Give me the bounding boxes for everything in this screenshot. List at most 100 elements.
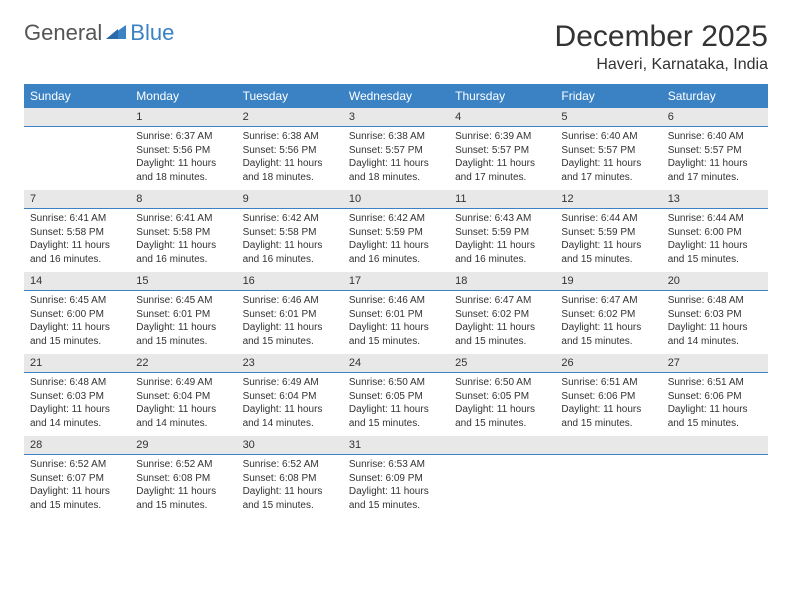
sunrise-text: Sunrise: 6:39 AM (455, 130, 549, 144)
daylight-text: Daylight: 11 hours and 15 minutes. (30, 321, 124, 348)
daylight-text: Daylight: 11 hours and 15 minutes. (349, 485, 443, 512)
date-cell: 14 (24, 272, 130, 291)
sunset-text: Sunset: 6:05 PM (455, 390, 549, 404)
sunset-text: Sunset: 6:01 PM (349, 308, 443, 322)
day-cell: Sunrise: 6:50 AMSunset: 6:05 PMDaylight:… (449, 373, 555, 437)
daylight-text: Daylight: 11 hours and 15 minutes. (668, 403, 762, 430)
weekday-header: Tuesday (237, 84, 343, 108)
day-cell: Sunrise: 6:46 AMSunset: 6:01 PMDaylight:… (237, 291, 343, 355)
sunset-text: Sunset: 6:02 PM (455, 308, 549, 322)
sunset-text: Sunset: 6:07 PM (30, 472, 124, 486)
weekday-header: Sunday (24, 84, 130, 108)
daylight-text: Daylight: 11 hours and 15 minutes. (349, 321, 443, 348)
date-cell: 4 (449, 108, 555, 127)
daylight-text: Daylight: 11 hours and 16 minutes. (455, 239, 549, 266)
sunrise-text: Sunrise: 6:44 AM (668, 212, 762, 226)
daylight-text: Daylight: 11 hours and 18 minutes. (136, 157, 230, 184)
sunset-text: Sunset: 5:59 PM (561, 226, 655, 240)
day-cell: Sunrise: 6:37 AMSunset: 5:56 PMDaylight:… (130, 127, 236, 191)
date-cell: 7 (24, 190, 130, 209)
date-cell (662, 436, 768, 455)
daylight-text: Daylight: 11 hours and 16 minutes. (136, 239, 230, 266)
weekday-header: Thursday (449, 84, 555, 108)
date-row: 28 29 30 31 (24, 436, 768, 455)
sunset-text: Sunset: 6:09 PM (349, 472, 443, 486)
sunset-text: Sunset: 6:00 PM (30, 308, 124, 322)
day-cell: Sunrise: 6:53 AMSunset: 6:09 PMDaylight:… (343, 455, 449, 519)
date-cell: 2 (237, 108, 343, 127)
daylight-text: Daylight: 11 hours and 17 minutes. (561, 157, 655, 184)
sunrise-text: Sunrise: 6:47 AM (455, 294, 549, 308)
sunrise-text: Sunrise: 6:40 AM (561, 130, 655, 144)
sunrise-text: Sunrise: 6:40 AM (668, 130, 762, 144)
daylight-text: Daylight: 11 hours and 15 minutes. (136, 485, 230, 512)
day-cell: Sunrise: 6:52 AMSunset: 6:08 PMDaylight:… (130, 455, 236, 519)
sunset-text: Sunset: 5:59 PM (349, 226, 443, 240)
location-text: Haveri, Karnataka, India (555, 56, 768, 74)
sunset-text: Sunset: 6:03 PM (668, 308, 762, 322)
date-cell: 26 (555, 354, 661, 373)
sunrise-text: Sunrise: 6:44 AM (561, 212, 655, 226)
sunrise-text: Sunrise: 6:52 AM (136, 458, 230, 472)
sunrise-text: Sunrise: 6:53 AM (349, 458, 443, 472)
daylight-text: Daylight: 11 hours and 15 minutes. (455, 321, 549, 348)
sunrise-text: Sunrise: 6:51 AM (561, 376, 655, 390)
daylight-text: Daylight: 11 hours and 15 minutes. (349, 403, 443, 430)
daylight-text: Daylight: 11 hours and 14 minutes. (30, 403, 124, 430)
day-cell: Sunrise: 6:41 AMSunset: 5:58 PMDaylight:… (24, 209, 130, 273)
sunrise-text: Sunrise: 6:45 AM (30, 294, 124, 308)
daylight-text: Daylight: 11 hours and 17 minutes. (668, 157, 762, 184)
sunset-text: Sunset: 5:57 PM (561, 144, 655, 158)
sunset-text: Sunset: 5:58 PM (30, 226, 124, 240)
date-cell: 31 (343, 436, 449, 455)
date-cell: 25 (449, 354, 555, 373)
date-cell: 9 (237, 190, 343, 209)
date-cell: 23 (237, 354, 343, 373)
logo-triangle-icon (106, 23, 126, 44)
day-cell: Sunrise: 6:51 AMSunset: 6:06 PMDaylight:… (662, 373, 768, 437)
sunrise-text: Sunrise: 6:52 AM (30, 458, 124, 472)
date-row: 21 22 23 24 25 26 27 (24, 354, 768, 373)
sunset-text: Sunset: 6:03 PM (30, 390, 124, 404)
sunrise-text: Sunrise: 6:43 AM (455, 212, 549, 226)
sunrise-text: Sunrise: 6:38 AM (349, 130, 443, 144)
sunrise-text: Sunrise: 6:41 AM (136, 212, 230, 226)
logo: General Blue (24, 20, 174, 46)
day-cell: Sunrise: 6:50 AMSunset: 6:05 PMDaylight:… (343, 373, 449, 437)
title-block: December 2025 Haveri, Karnataka, India (555, 20, 768, 74)
date-row: 1 2 3 4 5 6 (24, 108, 768, 127)
date-cell: 29 (130, 436, 236, 455)
date-cell: 30 (237, 436, 343, 455)
sunrise-text: Sunrise: 6:48 AM (668, 294, 762, 308)
day-cell (24, 127, 130, 191)
day-cell: Sunrise: 6:45 AMSunset: 6:00 PMDaylight:… (24, 291, 130, 355)
daylight-text: Daylight: 11 hours and 15 minutes. (243, 321, 337, 348)
daylight-text: Daylight: 11 hours and 18 minutes. (243, 157, 337, 184)
sunset-text: Sunset: 6:01 PM (243, 308, 337, 322)
date-cell: 20 (662, 272, 768, 291)
date-cell: 5 (555, 108, 661, 127)
date-cell: 15 (130, 272, 236, 291)
daylight-text: Daylight: 11 hours and 15 minutes. (561, 321, 655, 348)
sunset-text: Sunset: 6:01 PM (136, 308, 230, 322)
sunrise-text: Sunrise: 6:49 AM (243, 376, 337, 390)
date-cell: 10 (343, 190, 449, 209)
day-cell (449, 455, 555, 519)
date-cell: 21 (24, 354, 130, 373)
day-cell: Sunrise: 6:41 AMSunset: 5:58 PMDaylight:… (130, 209, 236, 273)
day-cell: Sunrise: 6:38 AMSunset: 5:56 PMDaylight:… (237, 127, 343, 191)
sunrise-text: Sunrise: 6:51 AM (668, 376, 762, 390)
date-row: 14 15 16 17 18 19 20 (24, 272, 768, 291)
date-cell: 3 (343, 108, 449, 127)
sunrise-text: Sunrise: 6:41 AM (30, 212, 124, 226)
weekday-header: Friday (555, 84, 661, 108)
logo-text-blue: Blue (130, 20, 174, 46)
date-cell: 8 (130, 190, 236, 209)
daylight-text: Daylight: 11 hours and 14 minutes. (243, 403, 337, 430)
sunset-text: Sunset: 6:05 PM (349, 390, 443, 404)
daylight-text: Daylight: 11 hours and 15 minutes. (455, 403, 549, 430)
sunset-text: Sunset: 5:57 PM (455, 144, 549, 158)
sunrise-text: Sunrise: 6:47 AM (561, 294, 655, 308)
day-cell: Sunrise: 6:44 AMSunset: 6:00 PMDaylight:… (662, 209, 768, 273)
date-cell: 17 (343, 272, 449, 291)
